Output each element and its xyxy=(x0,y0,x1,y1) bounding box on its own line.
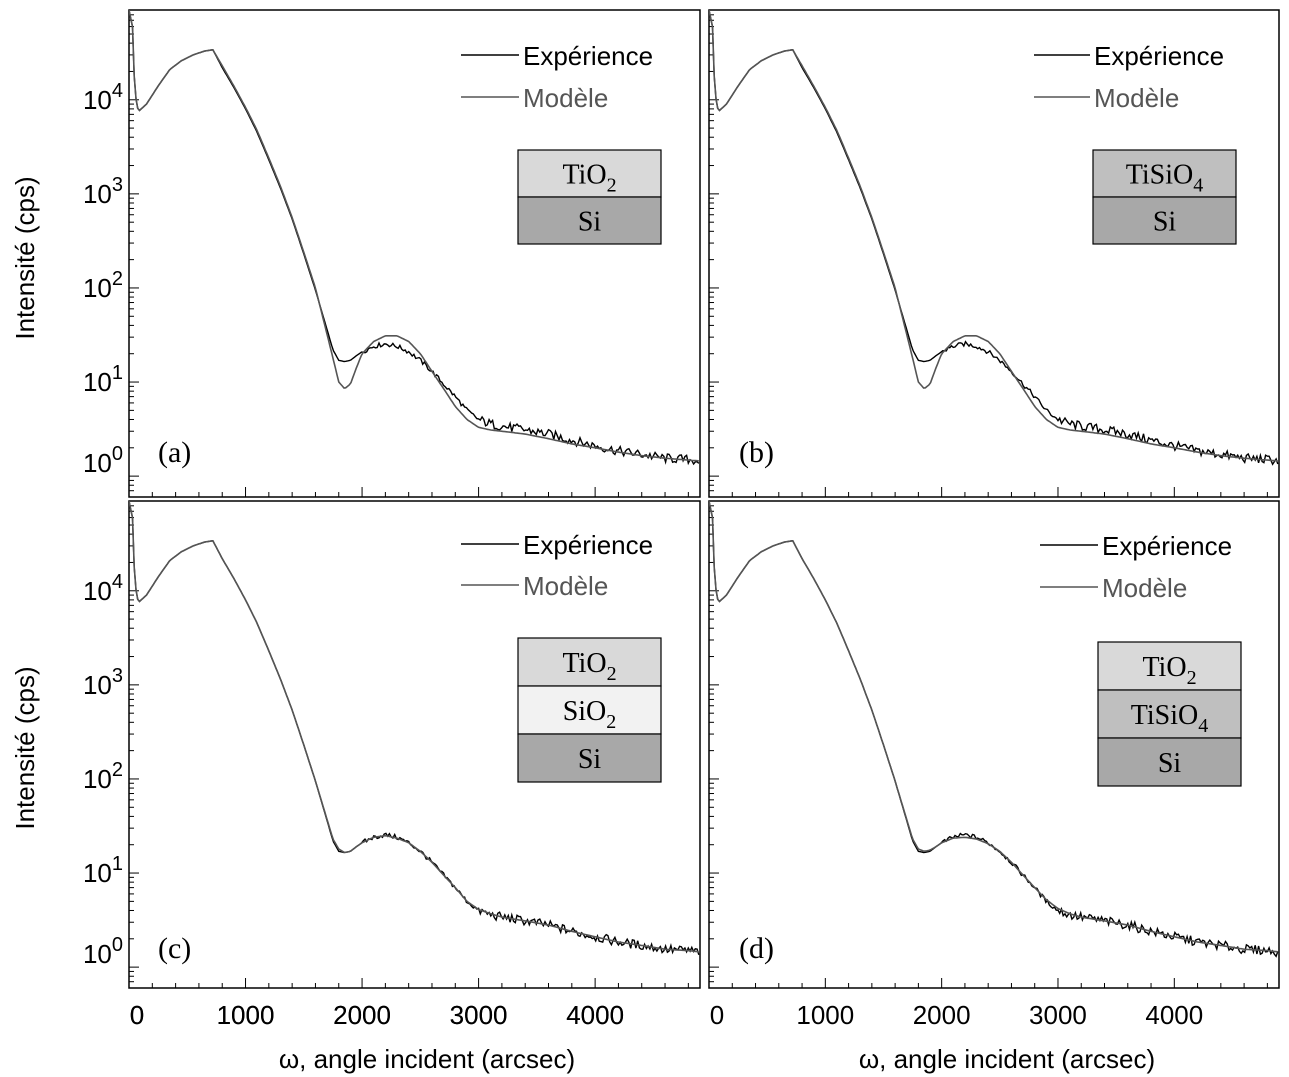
panel-label: (b) xyxy=(739,436,774,469)
legend-model-label: Modèle xyxy=(1102,573,1187,603)
x-axis-label-left: ω, angle incident (arcsec) xyxy=(279,1044,575,1074)
y-tick-label: 100 xyxy=(83,934,123,969)
plot-frame xyxy=(129,10,700,497)
panel-label: (a) xyxy=(158,436,191,469)
panels: 10010110210310401000200030004000Expérien… xyxy=(83,10,1279,1030)
panel-c: 100 101 102 103 104 0 1000 2000 3000 4000 Expérien… xyxy=(83,501,700,1030)
y-tick-label: 103 xyxy=(83,174,123,209)
legend-experience-label: Expérience xyxy=(523,530,653,560)
x-axis-label-right: ω, angle incident (arcsec) xyxy=(859,1044,1155,1074)
x-tick-label: 1000 xyxy=(796,1000,854,1030)
x-tick-label: 4000 xyxy=(1145,1000,1203,1030)
panel-d: 0 1000 2000 3000 4000 Expérience Modèle TiO2TiS… xyxy=(709,501,1279,1030)
legend-model-label: Modèle xyxy=(1094,83,1179,113)
x-tick-label: 2000 xyxy=(333,1000,391,1030)
y-tick-label: 102 xyxy=(83,759,123,794)
y-axis-label-top: Intensité (cps) xyxy=(10,176,40,339)
y-tick-label: 101 xyxy=(83,362,123,397)
panel-a: 100 101 102 103 104 0 1000 2000 3000 4000 Expérien… xyxy=(83,10,700,1030)
x-tick-label: 1000 xyxy=(217,1000,275,1030)
y-tick-label: 104 xyxy=(83,571,123,606)
legend-model-label: Modèle xyxy=(523,83,608,113)
x-tick-label: 0 xyxy=(130,1000,144,1030)
legend-model-label: Modèle xyxy=(523,571,608,601)
layer-stack: TiO2TiSiO4Si xyxy=(1098,642,1241,786)
y-tick-label: 104 xyxy=(83,80,123,115)
x-tick-label: 4000 xyxy=(566,1000,624,1030)
y-tick-label: 101 xyxy=(83,853,123,888)
y-axis-label-bottom: Intensité (cps) xyxy=(10,666,40,829)
panel-label: (d) xyxy=(739,932,774,965)
y-tick-label: 100 xyxy=(83,443,123,478)
layer-stack: TiO2Si xyxy=(518,150,661,244)
layer-label: Si xyxy=(1158,748,1182,779)
x-tick-label: 2000 xyxy=(913,1000,971,1030)
x-tick-label: 3000 xyxy=(450,1000,508,1030)
legend-experience-label: Expérience xyxy=(523,41,653,71)
layer-stack: TiSiO4Si xyxy=(1093,150,1236,244)
plot-frame xyxy=(709,10,1279,497)
layer-label: Si xyxy=(578,207,602,238)
layer-stack: TiO2SiO2Si xyxy=(518,638,661,782)
legend-experience-label: Expérience xyxy=(1094,41,1224,71)
x-tick-label: 0 xyxy=(710,1000,724,1030)
panel-b: Expérience Modèle TiSiO4Si (b) xyxy=(709,10,1279,497)
panel-label: (c) xyxy=(158,932,191,965)
y-tick-label: 102 xyxy=(83,268,123,303)
y-tick-label: 103 xyxy=(83,665,123,700)
layer-label: Si xyxy=(578,744,602,775)
layer-label: Si xyxy=(1153,207,1177,238)
legend-experience-label: Expérience xyxy=(1102,531,1232,561)
x-tick-label: 3000 xyxy=(1029,1000,1087,1030)
